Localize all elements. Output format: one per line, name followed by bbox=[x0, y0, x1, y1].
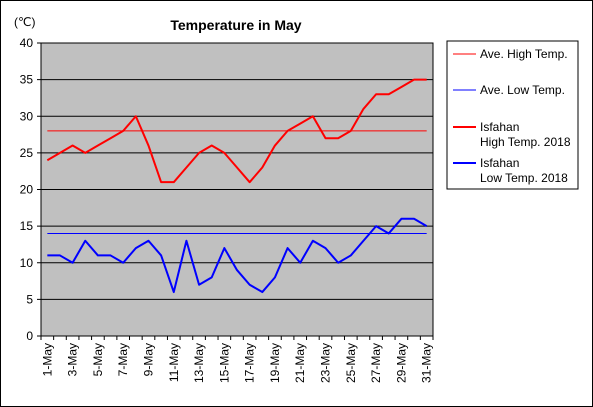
x-axis-ticks: 1-May 3-May 5-May 7-May 9-May 11-May 13-May 15-… bbox=[40, 336, 434, 383]
legend-label-2: Isfahan High Temp. 2018 bbox=[480, 120, 571, 149]
y-tick-label: 35 bbox=[20, 73, 34, 87]
x-tick-label: 31-May bbox=[420, 343, 434, 383]
x-tick-label: 1-May bbox=[40, 343, 54, 376]
x-tick-label: 23-May bbox=[319, 343, 333, 383]
x-tick-label: 21-May bbox=[293, 343, 307, 383]
y-tick-label: 25 bbox=[20, 146, 34, 160]
x-tick-label: 9-May bbox=[141, 343, 155, 376]
series-lines bbox=[46, 78, 428, 294]
x-tick-label: 11-May bbox=[167, 343, 181, 382]
legend-label-3: Isfahan Low Temp. 2018 bbox=[480, 156, 568, 185]
x-tick-label: 17-May bbox=[243, 343, 257, 383]
grid-lines bbox=[41, 79, 433, 300]
y-tick-label: 5 bbox=[26, 292, 33, 306]
legend: Ave. High Temp. Ave. Low Temp. Isfahan High… bbox=[446, 40, 579, 190]
x-tick-label: 27-May bbox=[369, 343, 383, 383]
chart-title: Temperature in May bbox=[170, 17, 301, 33]
legend-box bbox=[446, 40, 579, 190]
y-axis-ticks: 0 5 10 15 20 25 30 35 40 bbox=[20, 36, 41, 343]
series-line-3 bbox=[47, 217, 428, 294]
y-tick-label: 0 bbox=[26, 329, 33, 343]
x-tick-label: 3-May bbox=[66, 343, 80, 376]
y-tick-label: 20 bbox=[20, 183, 34, 197]
series-line-2 bbox=[46, 78, 427, 184]
x-tick-label: 5-May bbox=[91, 343, 105, 376]
x-tick-label: 19-May bbox=[268, 343, 282, 383]
y-tick-label: 15 bbox=[20, 219, 34, 233]
legend-label-0: Ave. High Temp. bbox=[480, 47, 568, 61]
x-tick-label: 7-May bbox=[116, 343, 130, 376]
legend-label-1: Ave. Low Temp. bbox=[480, 83, 565, 97]
y-tick-label: 30 bbox=[20, 109, 34, 123]
y-unit-label: (℃) bbox=[14, 15, 35, 29]
x-tick-label: 15-May bbox=[217, 343, 231, 383]
x-tick-label: 13-May bbox=[192, 343, 206, 383]
x-tick-label: 25-May bbox=[344, 343, 358, 383]
y-tick-label: 40 bbox=[20, 36, 34, 50]
y-tick-label: 10 bbox=[20, 256, 34, 270]
x-tick-label: 29-May bbox=[394, 343, 408, 383]
